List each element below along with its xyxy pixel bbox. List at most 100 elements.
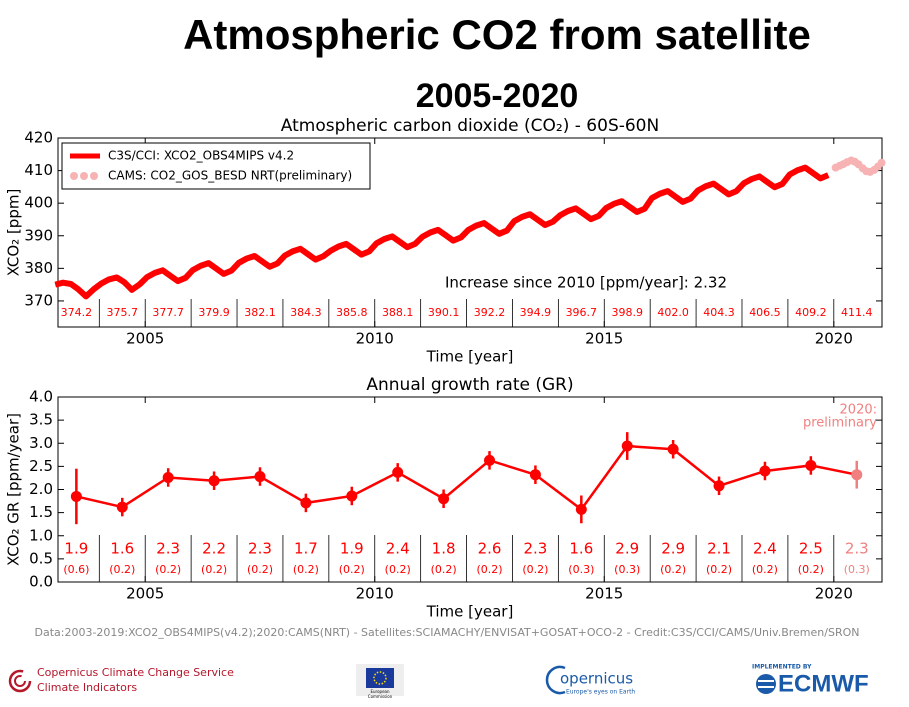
error-label: (0.2) [109, 563, 135, 576]
logo-text: Copernicus Climate Change Service [37, 666, 234, 679]
chart-title: Atmospheric carbon dioxide (CO₂) - 60S-6… [281, 116, 659, 136]
ecmwf-icon [758, 680, 774, 688]
credit: Data:2003-2019:XCO2_OBS4MIPS(v4.2);2020:… [35, 626, 860, 639]
error-label: (0.2) [293, 563, 319, 576]
page-title: Atmospheric CO2 from satellite [183, 11, 811, 58]
value-label: 1.6 [569, 540, 593, 558]
x-tick-label: 2015 [585, 585, 623, 603]
eu-logo: European Commission [356, 664, 404, 699]
annual-mean-label: 385.8 [336, 306, 368, 319]
data-point [254, 471, 266, 483]
logo-text: IMPLEMENTED BY [752, 664, 812, 671]
value-label: 2.9 [661, 540, 685, 558]
error-label: (0.3) [614, 563, 640, 576]
error-label: (0.6) [63, 563, 89, 576]
error-label: (0.2) [706, 563, 732, 576]
value-label: 2.4 [386, 540, 410, 558]
error-label: (0.2) [201, 563, 227, 576]
annual-mean-label: 404.3 [703, 306, 735, 319]
y-tick-label: 1.5 [29, 503, 53, 521]
logo-text: Commission [368, 694, 393, 699]
annual-mean-label: 394.9 [520, 306, 552, 319]
value-label: 2.1 [707, 540, 731, 558]
data-point [346, 490, 358, 502]
y-tick-label: 370 [24, 291, 53, 309]
eu-stars [373, 671, 387, 685]
data-point [713, 480, 725, 492]
eu-flag [366, 668, 394, 688]
annual-mean-label: 374.2 [61, 306, 93, 319]
annual-mean-label: 398.9 [611, 306, 643, 319]
annual-mean-label: 392.2 [474, 306, 506, 319]
y-tick-label: 0.0 [29, 573, 53, 591]
annotation: 2020: [840, 403, 877, 418]
error-label: (0.2) [155, 563, 181, 576]
y-axis-label: XCO₂ [ppm] [5, 189, 23, 277]
y-tick-label: 390 [24, 226, 53, 244]
error-label: (0.3) [844, 563, 870, 576]
page-subtitle: 2005-2020 [416, 77, 579, 115]
error-label: (0.3) [568, 563, 594, 576]
data-point [116, 501, 128, 513]
annual-mean-label: 379.9 [198, 306, 230, 319]
y-tick-label: 3.0 [29, 434, 53, 452]
value-label: 1.9 [340, 540, 364, 558]
annual-mean-label: 406.5 [749, 306, 781, 319]
value-label: 2.3 [156, 540, 180, 558]
error-label: (0.2) [798, 563, 824, 576]
y-tick-label: 400 [24, 194, 53, 212]
value-label: 2.3 [248, 540, 272, 558]
data-point [805, 459, 817, 471]
annotation: Increase since 2010 [ppm/year]: 2.32 [445, 274, 727, 292]
logo-text: Climate Indicators [37, 681, 137, 694]
annual-mean-label: 382.1 [244, 306, 276, 319]
annual-mean-label: 388.1 [382, 306, 414, 319]
annual-mean-label: 409.2 [795, 306, 827, 319]
legend-swatch [70, 172, 78, 180]
data-line [54, 164, 830, 300]
y-tick-label: 0.5 [29, 549, 53, 567]
data-point [392, 466, 404, 478]
copernicus-logo: opernicus Europe's eyes on Earth [545, 665, 635, 696]
x-tick-label: 2010 [356, 330, 394, 348]
value-label: 2.9 [615, 540, 639, 558]
y-tick-label: 2.0 [29, 480, 53, 498]
plot-frame [57, 137, 883, 328]
x-tick-label: 2020 [815, 585, 853, 603]
ecmwf-logo: IMPLEMENTED BY ECMWF [752, 664, 869, 698]
error-label: (0.2) [660, 563, 686, 576]
x-tick-label: 2005 [126, 330, 164, 348]
value-label: 2.4 [753, 540, 777, 558]
x-tick-label: 2020 [815, 330, 853, 348]
legend-swatch [80, 172, 88, 180]
y-tick-label: 420 [24, 129, 53, 147]
annual-mean-label: 384.3 [290, 306, 322, 319]
y-tick-label: 380 [24, 259, 53, 277]
data-dot [877, 158, 886, 167]
c3s-icon [14, 675, 26, 687]
annual-mean-label: 411.4 [841, 306, 873, 319]
annual-mean-label: 377.7 [152, 306, 184, 319]
value-label: 2.6 [478, 540, 502, 558]
x-tick-label: 2005 [126, 585, 164, 603]
logo-text: ECMWF [778, 670, 869, 697]
data-point [70, 490, 82, 502]
logo-text: European [370, 689, 390, 694]
value-label: 2.3 [523, 540, 547, 558]
error-label: (0.2) [476, 563, 502, 576]
data-line [76, 444, 857, 512]
value-label: 1.7 [294, 540, 318, 558]
c3s-icon [8, 669, 32, 693]
annual-mean-label: 396.7 [566, 306, 598, 319]
x-tick-label: 2015 [585, 330, 623, 348]
value-label: 2.2 [202, 540, 226, 558]
data-point [529, 469, 541, 481]
data-point [208, 475, 220, 487]
value-label: 1.6 [110, 540, 134, 558]
data-point [759, 465, 771, 477]
legend-label: C3S/CCI: XCO2_OBS4MIPS v4.2 [108, 149, 294, 163]
annotation: preliminary [803, 416, 877, 431]
annual-mean-label: 375.7 [107, 306, 139, 319]
x-tick-label: 2010 [356, 585, 394, 603]
annual-mean-label: 390.1 [428, 306, 460, 319]
